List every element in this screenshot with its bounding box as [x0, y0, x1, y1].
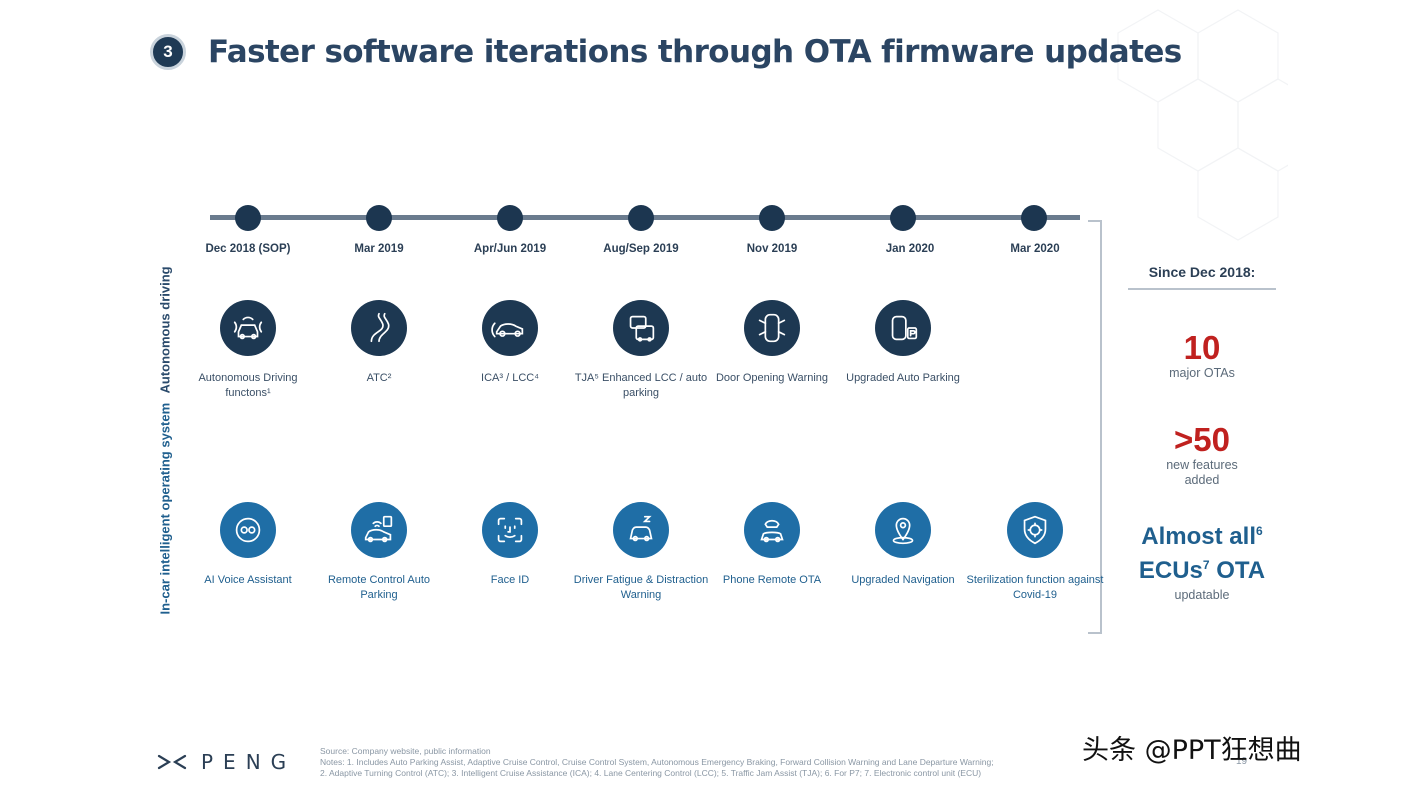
- xpeng-x-icon: [157, 754, 187, 770]
- slide-title: Faster software iterations through OTA f…: [208, 34, 1182, 70]
- ecu-line-2a-text: ECUs: [1138, 557, 1203, 584]
- feature-label: Upgraded Navigation: [851, 574, 955, 586]
- feature-label: Sterilization function against Covid-19: [966, 574, 1104, 601]
- shield-virus-icon: [1007, 502, 1063, 558]
- section-number-badge: 3: [150, 34, 186, 70]
- summary-features: >50 new features added: [1128, 422, 1276, 488]
- feature-label: TJA⁵ Enhanced LCC / auto parking: [574, 372, 708, 399]
- timeline-dot: [366, 205, 392, 231]
- xpeng-logo: PENG: [157, 750, 296, 774]
- features-label-1: new features: [1166, 458, 1238, 472]
- timeline-date: Dec 2018 (SOP): [205, 243, 291, 255]
- page-number: 19: [1236, 756, 1248, 767]
- feature-upgraded-navigation: Upgraded Navigation: [833, 502, 973, 588]
- ecu-line-1: Almost all6: [1128, 520, 1276, 554]
- face-id-icon: [482, 502, 538, 558]
- map-pin-icon: [875, 502, 931, 558]
- notes-line-1: Notes: 1. Includes Auto Parking Assist, …: [320, 757, 994, 767]
- feature-face-id: Face ID: [440, 502, 580, 588]
- drowsy-driver-icon: [613, 502, 669, 558]
- timeline-dot: [497, 205, 523, 231]
- brand-wordmark: PENG: [201, 750, 297, 774]
- source-note: Source: Company website, public informat…: [320, 746, 491, 756]
- features-count: >50: [1174, 421, 1230, 458]
- feature-label: ATC²: [366, 372, 392, 384]
- timeline-dot: [235, 205, 261, 231]
- feature-label: Driver Fatigue & Distraction Warning: [573, 574, 709, 601]
- feature-label: Door Opening Warning: [715, 372, 829, 384]
- feature-tja: TJA⁵ Enhanced LCC / auto parking: [571, 300, 711, 401]
- row-label-autonomous: Autonomous driving: [157, 266, 173, 394]
- ecu-line-1-text: Almost all: [1141, 523, 1256, 550]
- watermark: 头条 @PPT狂想曲: [1082, 735, 1302, 766]
- timeline-date: Aug/Sep 2019: [603, 243, 679, 255]
- ota-label: major OTAs: [1169, 366, 1235, 380]
- car-side-icon: [482, 300, 538, 356]
- car-top-doors-icon: [744, 300, 800, 356]
- footnotes: Source: Company website, public informat…: [320, 746, 1130, 779]
- feature-label: Phone Remote OTA: [722, 574, 822, 586]
- phone-car-icon: [744, 502, 800, 558]
- timeline-dot: [628, 205, 654, 231]
- feature-autonomous-driving: Autonomous Driving functons¹: [178, 300, 318, 401]
- notes-line-2: 2. Adaptive Turning Control (ATC); 3. In…: [320, 768, 982, 778]
- timeline-dot: [890, 205, 916, 231]
- hex-pattern-background: [1117, 9, 1288, 241]
- remote-parking-icon: [351, 502, 407, 558]
- feature-remote-parking: Remote Control Auto Parking: [309, 502, 449, 603]
- feature-ica-lcc: ICA³ / LCC⁴: [440, 300, 580, 386]
- summary-ecu: Almost all6 ECUs7 OTA updatable: [1128, 520, 1276, 603]
- curved-road-icon: [351, 300, 407, 356]
- ecu-line-2: ECUs7 OTA: [1128, 554, 1276, 588]
- feature-label: AI Voice Assistant: [204, 574, 292, 586]
- timeline-dot: [1021, 205, 1047, 231]
- parking-car-icon: [875, 300, 931, 356]
- feature-label: Autonomous Driving functons¹: [198, 372, 298, 399]
- summary-heading: Since Dec 2018:: [1128, 264, 1276, 290]
- feature-driver-fatigue: Driver Fatigue & Distraction Warning: [571, 502, 711, 603]
- feature-label: ICA³ / LCC⁴: [481, 372, 539, 384]
- ecu-footnote-6: 6: [1256, 524, 1263, 538]
- ota-count: 10: [1183, 329, 1221, 366]
- ecu-line-2b-text: OTA: [1209, 557, 1266, 584]
- summary-ota: 10 major OTAs: [1128, 330, 1276, 381]
- feature-phone-ota: Phone Remote OTA: [702, 502, 842, 588]
- feature-label: Face ID: [490, 574, 530, 586]
- timeline-date: Mar 2020: [1010, 243, 1060, 255]
- voice-assistant-icon: [220, 502, 276, 558]
- timeline-date: Nov 2019: [746, 243, 798, 255]
- traffic-jam-icon: [613, 300, 669, 356]
- timeline-date: Apr/Jun 2019: [473, 243, 547, 255]
- timeline-date: Mar 2019: [354, 243, 404, 255]
- ecu-footnote-7: 7: [1202, 558, 1210, 572]
- timeline-bracket: [1088, 220, 1102, 634]
- features-label-2: added: [1184, 473, 1220, 487]
- timeline-dot: [759, 205, 785, 231]
- feature-door-opening: Door Opening Warning: [702, 300, 842, 386]
- sensor-car-icon: [220, 300, 276, 356]
- ecu-label: updatable: [1174, 588, 1230, 602]
- feature-label: Upgraded Auto Parking: [846, 372, 960, 384]
- timeline-date: Jan 2020: [885, 243, 935, 255]
- slide: [133, 0, 1288, 789]
- feature-sterilization: Sterilization function against Covid-19: [965, 502, 1105, 603]
- feature-atc: ATC²: [309, 300, 449, 386]
- row-label-incar: In-car intelligent operating system: [157, 402, 173, 615]
- feature-label: Remote Control Auto Parking: [327, 574, 431, 601]
- feature-upgraded-parking: Upgraded Auto Parking: [833, 300, 973, 386]
- feature-ai-voice: AI Voice Assistant: [178, 502, 318, 588]
